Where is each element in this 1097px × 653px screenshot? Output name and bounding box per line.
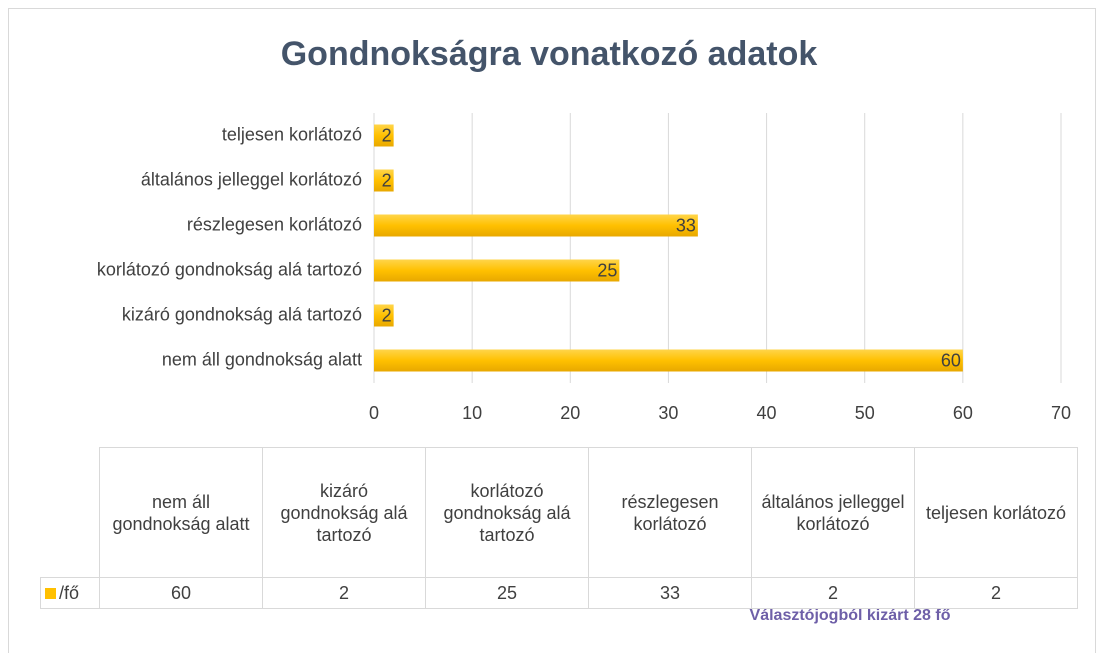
header-cell: korlátozó gondnokság alá tartozó [425,447,589,578]
value-cell: 2 [914,577,1078,609]
x-tick-label: 70 [1051,403,1071,423]
x-tick-label: 30 [658,403,678,423]
bar [374,169,394,192]
data-label: 2 [382,125,392,145]
data-label: 2 [382,305,392,325]
y-tick-label: korlátozó gondnokság alá tartozó [97,259,362,279]
bar [374,214,698,237]
value-cell: 60 [99,577,263,609]
x-tick-label: 0 [369,403,379,423]
data-table: nem áll gondnokság alatt kizáró gondnoksá… [40,447,1078,609]
value-cell: 25 [425,577,589,609]
bar [374,349,963,372]
y-tick-label: teljesen korlátozó [222,124,362,144]
chart-title: Gondnokságra vonatkozó adatok [281,35,818,73]
value-cell: 33 [588,577,752,609]
value-cell: 2 [751,577,915,609]
bar [374,259,620,282]
header-cell: nem áll gondnokság alatt [99,447,263,578]
chart-border [8,8,1096,653]
data-label: 60 [941,350,961,370]
header-cell: teljesen korlátozó [914,447,1078,578]
y-tick-label: nem áll gondnokság alatt [162,349,362,369]
header-row: nem áll gondnokság alatt kizáró gondnoksá… [41,447,1078,578]
value-row: /fő 60 2 25 33 2 2 [40,577,1078,609]
x-tick-label: 50 [855,403,875,423]
data-label: 33 [676,215,696,235]
x-tick-label: 60 [953,403,973,423]
legend-cell: /fő [40,577,100,609]
legend-key [45,588,56,599]
header-cell: részlegesen korlátozó [588,447,752,578]
y-tick-label: részlegesen korlátozó [187,214,362,234]
value-cell: 2 [262,577,426,609]
y-tick-label: kizáró gondnokság alá tartozó [122,304,362,324]
data-label: 2 [382,170,392,190]
bar [374,304,394,327]
corner-cell [41,448,100,578]
data-label: 25 [597,260,617,280]
header-cell: kizáró gondnokság alá tartozó [262,447,426,578]
annotation: Választójogból kizárt 28 fő [750,607,951,624]
x-tick-label: 10 [462,403,482,423]
x-tick-label: 20 [560,403,580,423]
y-tick-label: általános jelleggel korlátozó [141,169,362,189]
x-tick-label: 40 [757,403,777,423]
header-cell: általános jelleggel korlátozó [751,447,915,578]
legend-label: /fő [59,583,80,603]
bar [374,124,394,147]
